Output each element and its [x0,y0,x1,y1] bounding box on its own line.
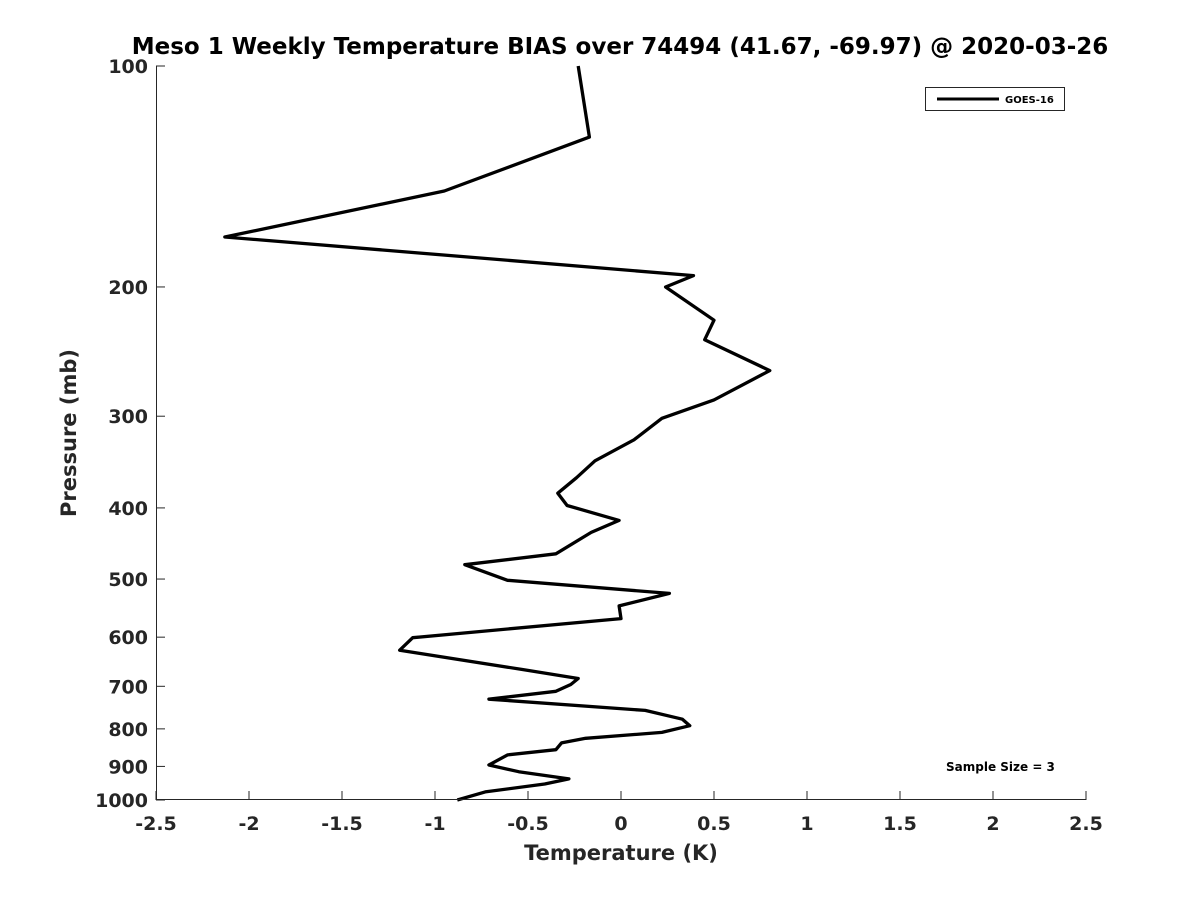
sample-size-annotation: Sample Size = 3 [946,760,1055,774]
axes: -2.5 -2 -1.5 -1 -0.5 0 0.5 1 1.5 2 2.5 100 200 300 40… [95,56,1103,835]
chart-title: Meso 1 Weekly Temperature BIAS over 7449… [132,34,1109,60]
y-tick-label: 300 [108,406,148,428]
y-axis-ticks: 100 200 300 400 500 600 700 800 900 1000 [95,56,165,812]
y-tick-label: 600 [108,627,148,649]
y-tick-label: 100 [108,56,148,78]
y-tick-label: 1000 [95,790,148,812]
y-tick-label: 800 [108,719,148,741]
x-axis-label: Temperature (K) [524,841,718,865]
y-axis-label: Pressure (mb) [57,349,81,517]
legend: GOES-16 [925,87,1065,111]
x-tick-label: -1.5 [321,813,363,835]
x-tick-label: -1 [424,813,445,835]
x-tick-label: 0.5 [697,813,731,835]
y-tick-label: 400 [108,498,148,520]
y-tick-label: 900 [108,756,148,778]
x-tick-label: -0.5 [507,813,549,835]
x-tick-label: 1.5 [883,813,917,835]
x-tick-label: 1 [800,813,813,835]
y-tick-label: 700 [108,676,148,698]
plot-area [223,65,772,802]
x-axis-ticks: -2.5 -2 -1.5 -1 -0.5 0 0.5 1 1.5 2 2.5 [135,791,1103,835]
x-tick-label: 2.5 [1069,813,1103,835]
y-tick-label: 200 [108,277,148,299]
x-tick-label: -2 [238,813,259,835]
legend-label-goes-16: GOES-16 [1005,95,1054,106]
x-tick-label: 0 [614,813,627,835]
x-tick-label: -2.5 [135,813,177,835]
series-line-goes-16 [223,65,772,802]
x-tick-label: 2 [986,813,999,835]
y-tick-label: 500 [108,569,148,591]
